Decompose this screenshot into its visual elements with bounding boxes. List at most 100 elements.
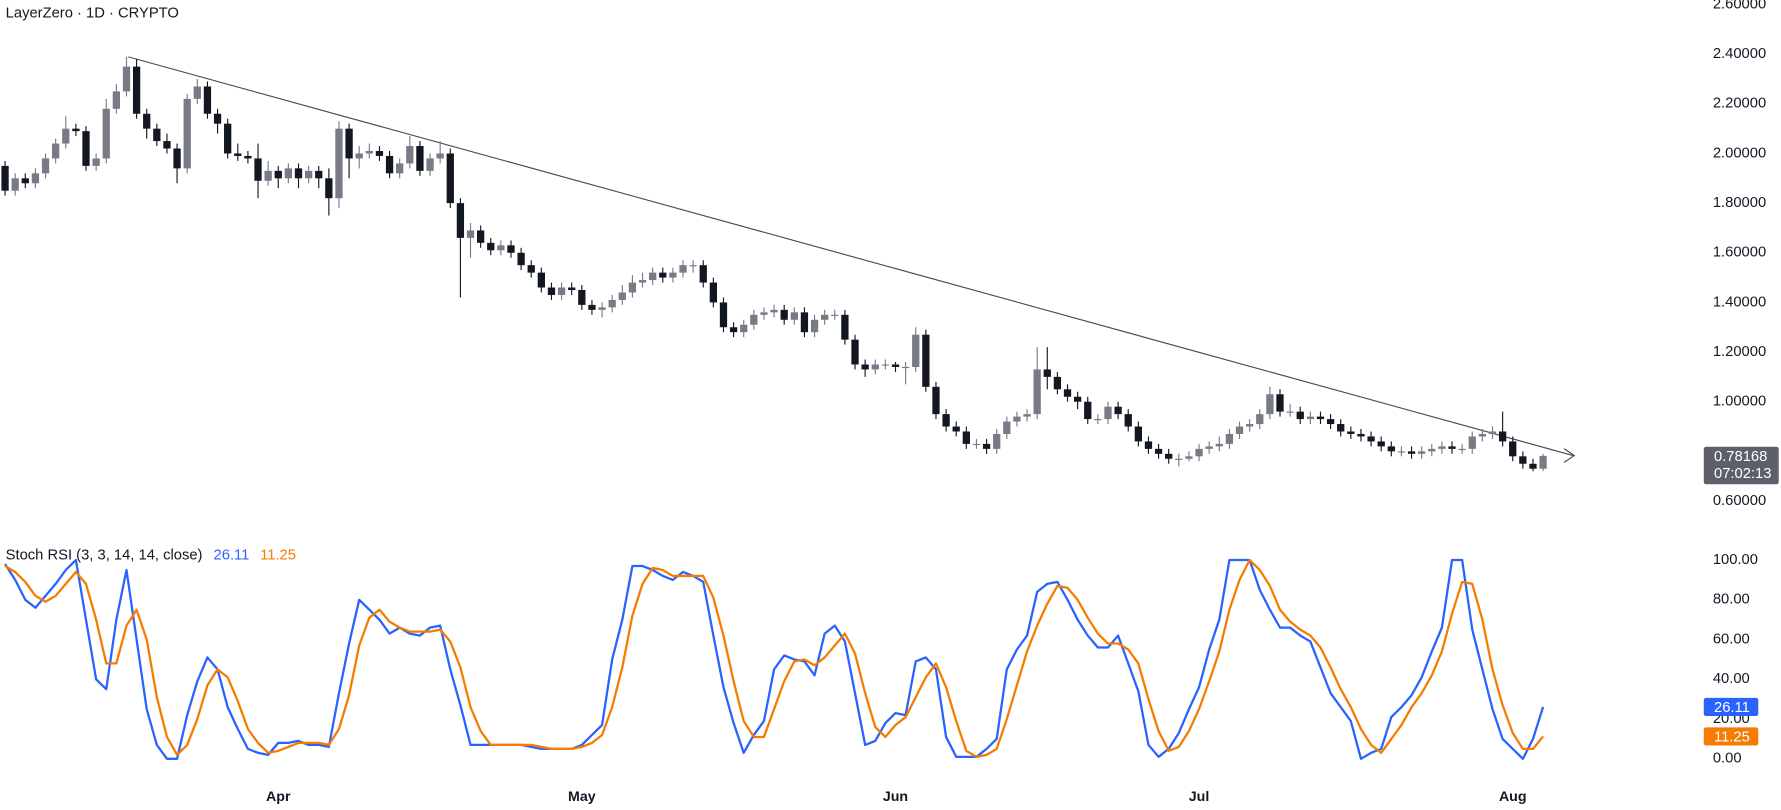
- value-box: [1703, 727, 1759, 746]
- x-tick-label: Jul: [1189, 789, 1210, 805]
- candle-body: [82, 131, 90, 166]
- candle-body: [821, 314, 829, 320]
- candle-body: [1235, 426, 1244, 434]
- candle-body: [406, 146, 414, 164]
- candle-body: [1347, 431, 1355, 434]
- y-tick-label: 2.00000: [1713, 145, 1766, 161]
- candle-body: [294, 168, 303, 179]
- candle-body: [476, 230, 485, 243]
- candle-body: [1407, 451, 1416, 454]
- candle-body: [345, 128, 353, 159]
- candle-body: [1246, 424, 1254, 427]
- candle-body: [385, 155, 394, 174]
- candle-body: [1468, 436, 1476, 449]
- candle-body: [1195, 448, 1203, 457]
- x-tick-label: May: [568, 789, 596, 805]
- candle-body: [1316, 416, 1325, 420]
- candle-body: [598, 307, 606, 310]
- candle-body: [547, 287, 556, 295]
- candle-body: [355, 153, 363, 159]
- candle-body: [1509, 441, 1517, 457]
- candle-body: [254, 158, 262, 181]
- candle-body: [436, 153, 444, 159]
- candle-body: [760, 312, 768, 315]
- legend-value: 11.25: [260, 547, 296, 563]
- candle-body: [122, 66, 131, 92]
- value-box: [1703, 697, 1759, 717]
- candle-body: [1428, 448, 1436, 452]
- candle-body: [466, 230, 475, 238]
- x-tick-label: Apr: [266, 789, 291, 805]
- candle-body: [1104, 406, 1112, 420]
- candle-body: [1165, 453, 1173, 459]
- candle-body: [901, 366, 910, 369]
- candle-body: [1539, 455, 1547, 469]
- candle-body: [1519, 456, 1527, 464]
- candle-body: [1154, 448, 1163, 454]
- candle-body: [669, 272, 677, 278]
- candle-body: [699, 265, 707, 283]
- candle-body: [234, 153, 242, 156]
- y-tick-label: 1.40000: [1713, 294, 1766, 310]
- candle-body: [517, 252, 525, 266]
- candle-body: [365, 150, 373, 154]
- candle-body: [1337, 424, 1345, 432]
- candle-body: [416, 146, 424, 171]
- candle-body: [112, 91, 121, 109]
- candle-body: [1266, 394, 1274, 415]
- candle-body: [1418, 451, 1426, 454]
- y-tick-label: 1.60000: [1713, 245, 1766, 261]
- candle-body: [780, 309, 788, 320]
- candle-body: [851, 339, 859, 365]
- candle-body: [740, 324, 748, 333]
- candle-body: [203, 86, 212, 114]
- candle-body: [1529, 463, 1537, 469]
- candle-body: [770, 309, 778, 313]
- candle-body: [11, 178, 19, 191]
- countdown-label: 07:02:13: [1714, 466, 1771, 482]
- candle-body: [1357, 433, 1365, 437]
- legend-value: 26.11: [214, 547, 250, 563]
- y-tick-label: 1.00000: [1713, 394, 1766, 410]
- candle-body: [1205, 446, 1213, 449]
- candle-body: [881, 364, 890, 366]
- candle-body: [1326, 419, 1335, 425]
- candle-body: [1013, 416, 1021, 422]
- candle-body: [1084, 401, 1092, 420]
- candle-body: [729, 327, 738, 333]
- candle-body: [1124, 414, 1132, 427]
- candle-body: [487, 242, 495, 251]
- candle-body: [1094, 419, 1102, 421]
- candle-body: [1438, 446, 1446, 449]
- candle-body: [325, 178, 333, 199]
- y-tick-label: 1.20000: [1713, 344, 1766, 360]
- candle-body: [557, 287, 566, 295]
- candle-body: [1367, 436, 1375, 442]
- candle-body: [163, 141, 171, 149]
- candle-body: [709, 282, 718, 303]
- candle-body: [578, 290, 586, 305]
- candle-body: [952, 426, 960, 432]
- indicator-line: [4, 558, 1545, 760]
- value-box-label: 11.25: [1714, 729, 1750, 745]
- candle-body: [1225, 433, 1234, 444]
- candle-body: [1134, 426, 1142, 442]
- candle-body: [446, 153, 454, 204]
- candle-body: [102, 108, 110, 159]
- candle-body: [92, 158, 100, 166]
- y-tick-label: 80.00: [1713, 592, 1750, 608]
- candle-body: [31, 173, 40, 184]
- candle-body: [1003, 421, 1011, 434]
- candle-body: [932, 386, 940, 415]
- candle-body: [1306, 416, 1315, 420]
- candle-body: [679, 265, 687, 273]
- candle-body: [426, 158, 434, 171]
- candle-body: [284, 168, 293, 179]
- y-tick-label: 40.00: [1713, 671, 1750, 687]
- trendline: [128, 56, 1574, 457]
- trendline-arrow: [1563, 448, 1576, 463]
- y-tick-label: 1.80000: [1713, 195, 1766, 211]
- candle-body: [1215, 443, 1223, 447]
- candle-body: [649, 272, 657, 281]
- candle-body: [173, 148, 181, 169]
